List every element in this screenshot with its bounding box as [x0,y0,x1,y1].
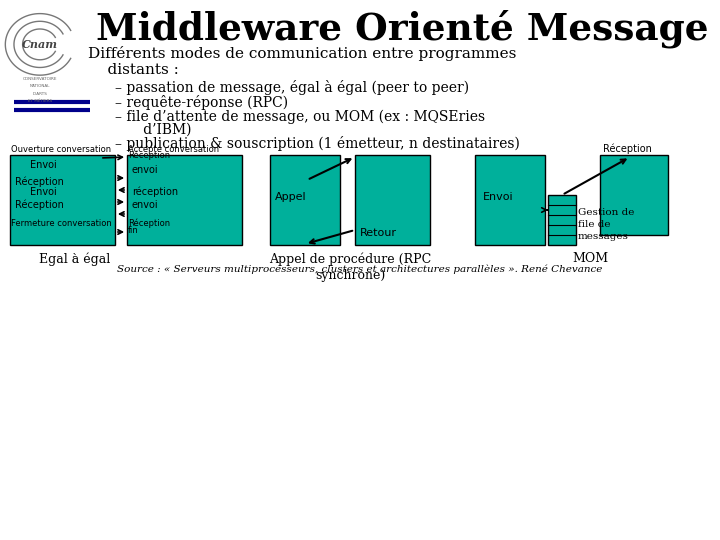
Text: – passation de message, égal à égal (peer to peer): – passation de message, égal à égal (pee… [115,80,469,95]
Bar [548,195,576,245]
Text: Retour: Retour [360,228,397,238]
Text: Réception: Réception [603,144,652,154]
Bar [270,155,340,245]
Text: NATIONAL: NATIONAL [30,84,50,89]
Text: Ouverture conversation: Ouverture conversation [11,145,111,154]
Text: – publication & souscription (1 émetteur, n destinataires): – publication & souscription (1 émetteur… [115,136,520,151]
Text: D'ARTS: D'ARTS [32,92,48,96]
Text: MOM: MOM [572,252,608,265]
Bar [600,155,668,235]
Bar [127,155,242,245]
Text: envoi: envoi [132,165,158,175]
Text: Réception: Réception [128,219,170,228]
Text: distants :: distants : [88,63,179,77]
Text: Middleware Orienté Message: Middleware Orienté Message [96,10,708,49]
Text: Fermeture conversation: Fermeture conversation [11,219,112,228]
Text: Différents modes de communication entre programmes: Différents modes de communication entre … [88,46,516,61]
Text: Envoi: Envoi [30,187,57,197]
Text: Gestion de
file de
messages: Gestion de file de messages [578,208,634,241]
Text: Source : « Serveurs multiprocesseurs, clusters et architectures parallèles ». Re: Source : « Serveurs multiprocesseurs, cl… [117,264,603,273]
Text: Réception: Réception [15,199,64,210]
Text: envoi: envoi [132,200,158,210]
Text: Réception: Réception [15,177,64,187]
Text: Cnam: Cnam [22,39,58,50]
Text: réception: réception [132,186,178,197]
Text: ET MÉTIERS: ET MÉTIERS [28,99,52,103]
Text: CONSERVATOIRE: CONSERVATOIRE [22,77,57,82]
Bar [10,155,115,245]
Text: fin: fin [128,226,139,235]
Text: Réception: Réception [128,151,170,160]
Text: – requête-réponse (RPC): – requête-réponse (RPC) [115,95,288,110]
Text: Appel: Appel [275,192,307,202]
Text: – file d’attente de message, ou MOM (ex : MQSEries: – file d’attente de message, ou MOM (ex … [115,110,485,124]
Text: Envoi: Envoi [30,160,57,170]
Bar [355,155,430,245]
Text: Envoi: Envoi [483,192,513,202]
Text: Egal à égal: Egal à égal [40,252,111,266]
Bar [475,155,545,245]
Text: d’IBM): d’IBM) [130,123,192,137]
Text: Appel de procédure (RPC
synchrone): Appel de procédure (RPC synchrone) [269,252,431,281]
Text: Accepte conversation: Accepte conversation [128,145,219,154]
